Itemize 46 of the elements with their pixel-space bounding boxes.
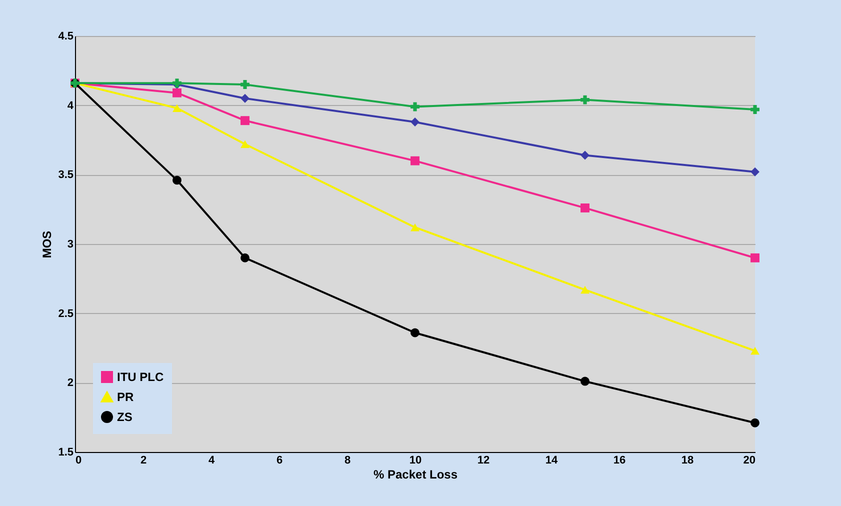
point (750, 346, 760, 355)
point (240, 94, 250, 103)
y-tick-label: 3 (67, 238, 74, 250)
point (580, 95, 590, 104)
point (580, 376, 590, 386)
x-tick-label: 10 (409, 454, 422, 466)
point (410, 223, 420, 232)
x-tick-label: 4 (208, 454, 216, 466)
y-tick-label: 2.5 (58, 308, 74, 320)
point (410, 102, 420, 112)
x-tick-label: 12 (477, 454, 490, 466)
point (580, 150, 590, 160)
legend-label: ITU PLC (117, 370, 164, 384)
point (750, 167, 760, 176)
point (172, 104, 182, 112)
point (240, 80, 250, 90)
x-tick-label: 2 (140, 454, 147, 466)
x-tick-label: 20 (743, 454, 756, 466)
x-tick-label: 6 (276, 454, 283, 466)
point (410, 328, 420, 338)
point (750, 105, 760, 114)
y-tick-label: 2 (67, 377, 74, 390)
x-axis-title: % Packet Loss (373, 468, 458, 482)
x-tick-label: 0 (76, 454, 82, 466)
point (240, 140, 250, 148)
legend-label: ZS (117, 410, 132, 424)
x-tick-label: 18 (681, 454, 694, 466)
point (580, 203, 590, 212)
point (240, 253, 250, 262)
point (240, 116, 250, 126)
y-tick-label: 1.5 (58, 446, 74, 458)
y-axis-title: MOS (40, 230, 54, 258)
y-tick-label: 3.5 (58, 169, 74, 182)
point (410, 118, 420, 126)
x-tick-label: 16 (613, 454, 626, 466)
point (750, 418, 760, 428)
y-tick-label: 4.5 (58, 30, 74, 42)
point (580, 286, 590, 294)
x-tick-label: 8 (344, 454, 351, 466)
point (172, 176, 182, 185)
x-tick-label: 14 (545, 454, 558, 466)
legend-label: PR (117, 390, 134, 404)
point (750, 253, 760, 262)
point (172, 88, 182, 98)
point (410, 156, 420, 166)
y-tick-label: 4 (67, 100, 74, 112)
